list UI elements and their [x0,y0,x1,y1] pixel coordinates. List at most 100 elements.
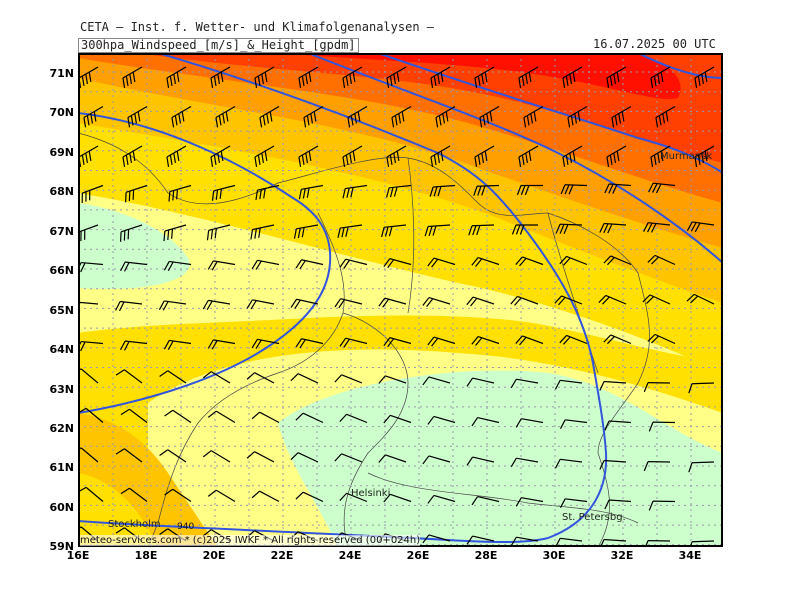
wind-barb [171,105,192,128]
wind-barb [603,334,632,345]
wind-barb [648,182,676,194]
wind-barb [598,294,627,305]
lon-label-26e: 26E [406,549,430,562]
wind-barb [435,105,456,128]
wind-barb [120,408,148,423]
wind-barb [385,184,412,198]
wind-barb [643,382,671,393]
wind-barb [567,105,588,128]
wind-barb [166,145,187,167]
wind-barb [202,450,231,463]
city-helsinki: Helsinki [351,488,391,499]
wind-barb [604,420,632,431]
wind-barb [378,297,407,308]
wind-barb [554,295,583,306]
wind-barb [295,412,324,424]
wind-barb [427,494,456,504]
wind-barb [559,498,588,508]
wind-barb [466,377,495,387]
wind-barb [599,538,627,547]
wind-barb [686,293,715,305]
field-description: 300hpa_Windspeed_[m/s]_&_Height_[gpdm] [78,38,359,53]
wind-barb [207,339,236,350]
wind-barb [339,413,368,424]
wind-barb [471,256,500,267]
wind-barb [251,259,280,270]
wind-barb [603,255,632,266]
wind-barbs [78,66,715,547]
wind-barb [386,145,407,167]
wind-barb [210,66,231,88]
wind-barb [207,260,236,271]
band-calm [278,370,723,547]
lat-label-61n: 61N [49,461,74,474]
band-red [278,53,681,99]
wind-barb [115,369,143,384]
wind-barb [168,184,192,202]
wind-barb [383,493,412,503]
wind-barb [422,455,451,465]
wind-barb [510,295,539,306]
wind-barb [158,300,187,311]
lat-lon-grid [78,53,723,547]
chart-title: CETA – Inst. f. Wetter- und Klimafolgena… [80,20,435,34]
lat-label-60n: 60N [49,501,74,514]
wind-barb [422,534,451,544]
wind-barb [163,339,192,351]
wind-barb [606,66,627,88]
copyright-credit: meteo-services.com * (c)2025 IWKF * All … [80,535,421,546]
wind-barb [515,497,544,507]
wind-barb [650,145,671,167]
wind-barb [339,492,368,503]
lon-label-18e: 18E [134,549,158,562]
wind-barb [648,421,676,432]
wind-barb [562,145,583,167]
wind-barb [429,184,456,197]
wind-barb [391,105,412,128]
band-calm-west [78,203,190,289]
wind-barb [251,338,280,349]
wind-barb [163,260,192,272]
wind-barb [211,184,236,201]
wind-barb [422,296,451,307]
wind-barb [523,105,544,128]
wind-barb [127,105,148,128]
lon-label-16e: 16E [66,549,90,562]
lon-label-34e: 34E [678,549,702,562]
wind-barb [83,105,104,128]
wind-barb [293,224,319,239]
wind-barb [164,488,192,502]
wind-barb [124,184,148,203]
wind-barb [120,487,148,502]
wind-barb [339,258,368,269]
lat-label-66n: 66N [49,264,74,277]
wind-barb [515,256,544,267]
wind-barb [120,261,148,272]
wind-barb [554,458,583,469]
wind-barb [290,298,319,309]
wind-barb [78,66,99,88]
wind-barb [466,456,495,466]
wind-barb [383,258,412,269]
wind-barb [122,145,143,167]
wind-barb [298,184,324,200]
lat-label-70n: 70N [49,106,74,119]
wind-barb [81,184,104,204]
wind-barb [250,224,275,240]
wind-barb [599,459,627,470]
wind-barb [471,416,500,427]
wind-barb [518,145,539,167]
wind-barb [424,224,451,237]
wind-barb [471,495,500,506]
wind-barb [206,224,231,241]
wind-barb [647,254,676,266]
wind-barb [115,300,143,312]
wind-barb [342,66,363,88]
wind-barb [560,184,588,195]
wind-barb [430,66,451,88]
lon-label-28e: 28E [474,549,498,562]
wind-barb [159,370,187,384]
wind-barb [473,184,500,196]
wind-barb [215,105,236,128]
wind-barb [380,224,407,238]
